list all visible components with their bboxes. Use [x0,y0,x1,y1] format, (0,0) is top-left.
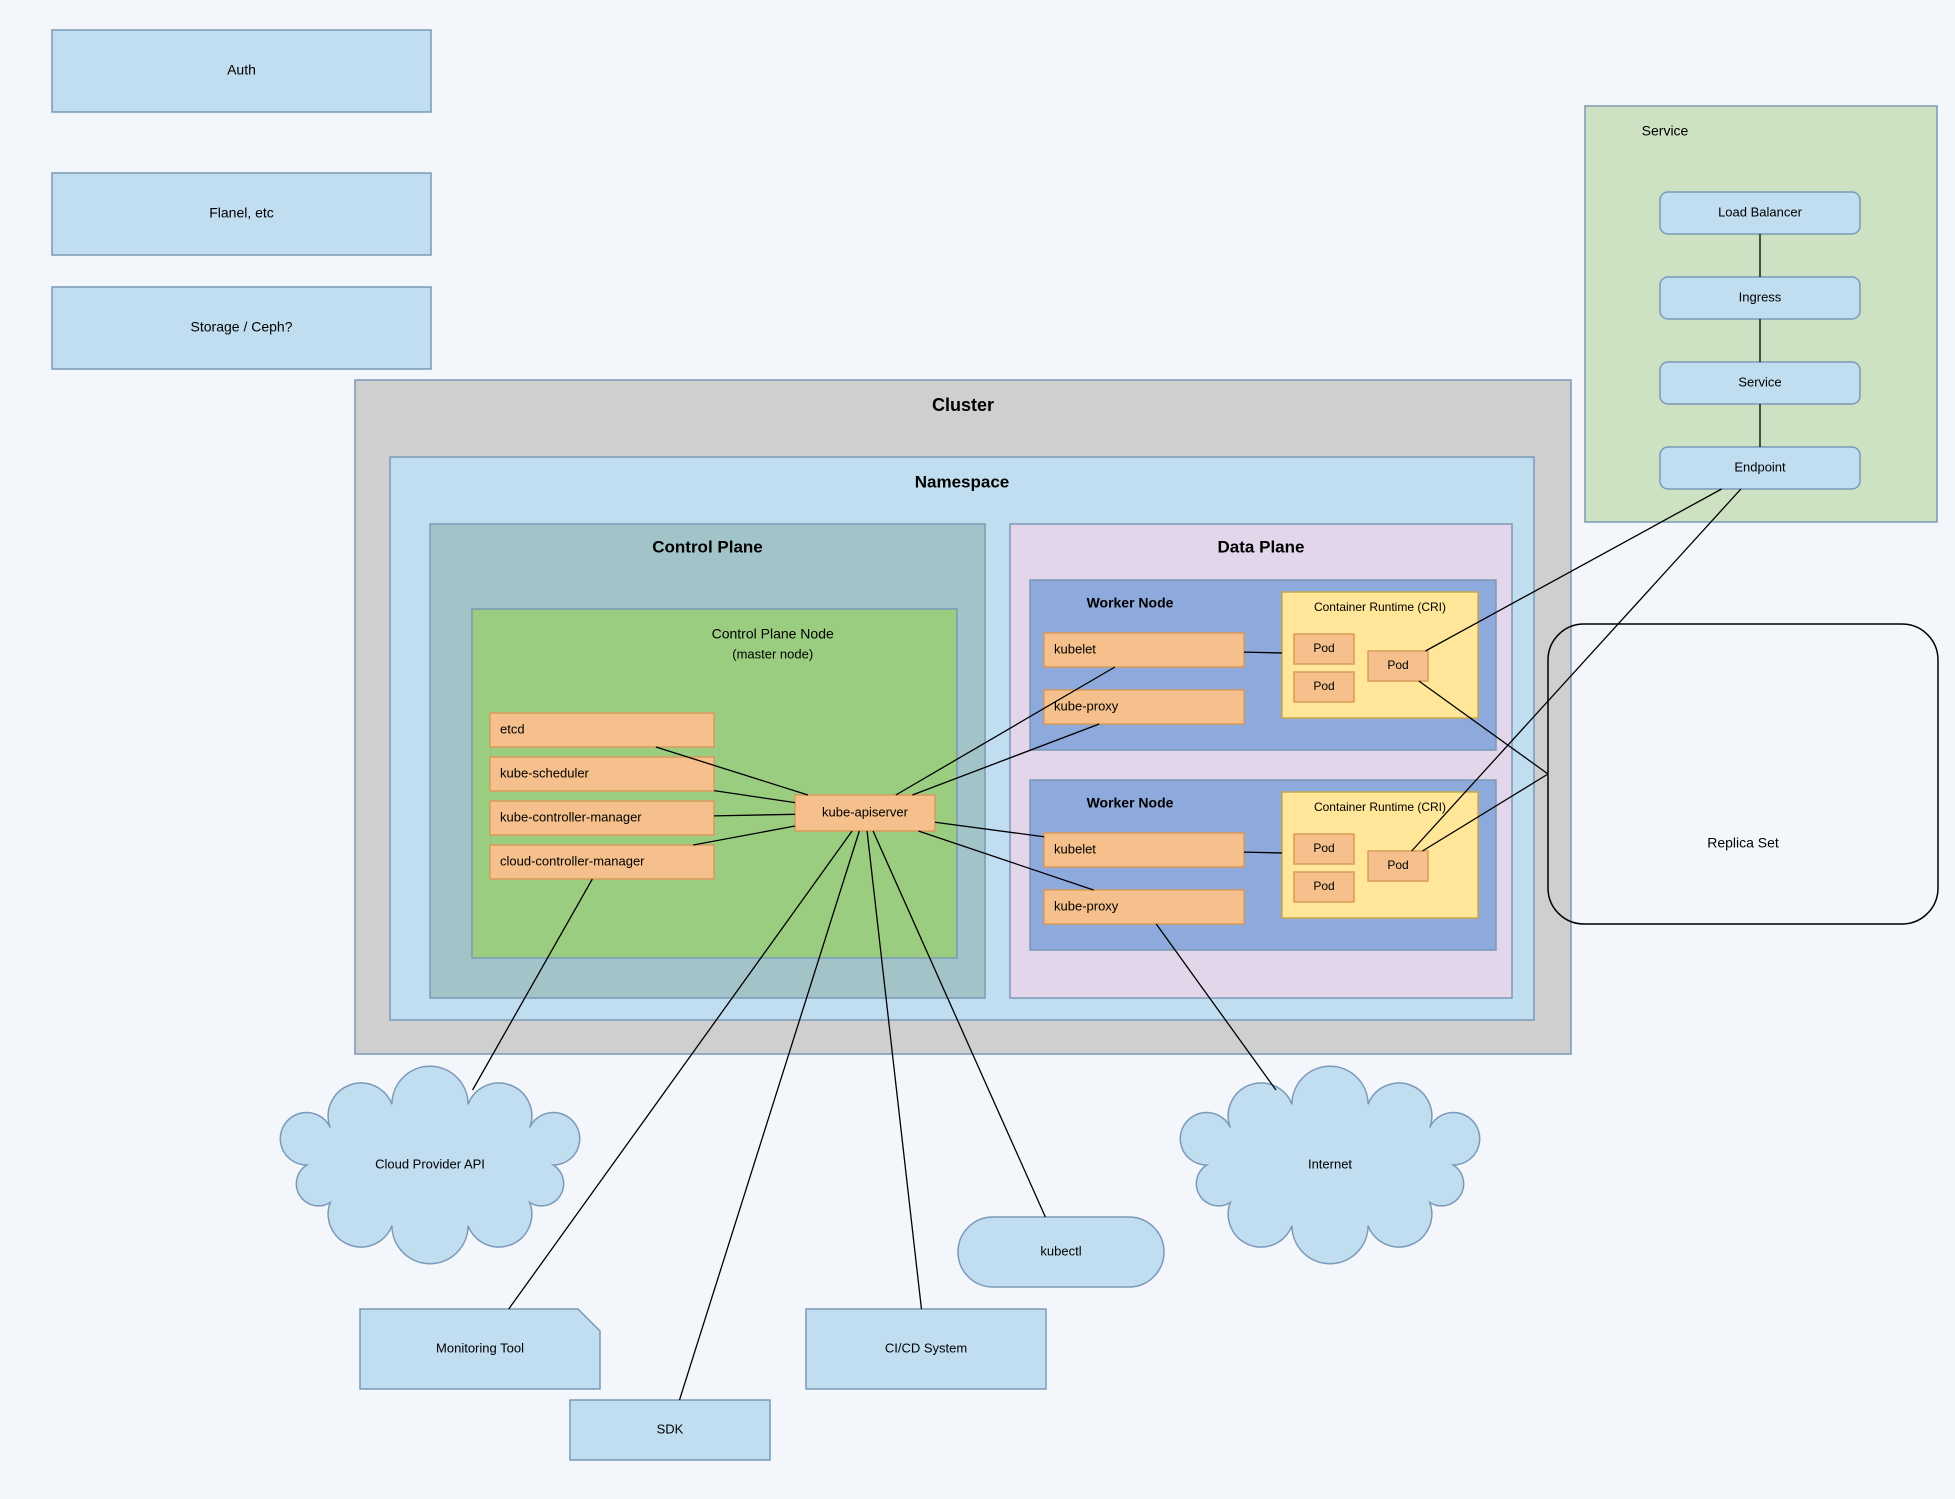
wn-item-label-kproxy1: kube-proxy [1054,698,1119,713]
ext-label-montool: Monitoring Tool [436,1340,524,1355]
pod-label: Pod [1387,658,1408,672]
data-plane-title: Data Plane [1218,537,1305,556]
label-auth: Auth [227,62,256,78]
cp-node-subtitle: (master node) [732,646,813,661]
edge [1244,652,1282,653]
pod-label: Pod [1313,641,1334,655]
pod-label: Pod [1313,679,1334,693]
cluster-title: Cluster [932,395,994,415]
cp-comp-label-ccm: cloud-controller-manager [500,853,645,868]
cp-comp-label-etcd: etcd [500,721,525,736]
svc-item-label-ep: Endpoint [1734,459,1786,474]
cp-comp-label-sched: kube-scheduler [500,765,590,780]
label-storage: Storage / Ceph? [191,319,293,335]
ext-label-cicd: CI/CD System [885,1340,967,1355]
cp-node-title: Control Plane Node [712,626,834,642]
service-group-title: Service [1642,123,1689,139]
namespace-title: Namespace [915,472,1010,491]
architecture-diagram: Auth Flanel, etc Storage / Ceph? Cluster Nam… [0,0,1955,1494]
wn-item-label-kubelet2: kubelet [1054,841,1096,856]
svc-item-label-lb: Load Balancer [1718,204,1803,219]
pod-label: Pod [1313,841,1334,855]
worker-node-title: Worker Node [1087,595,1174,611]
replica-set-label: Replica Set [1707,835,1779,851]
wn-item-label-kubelet1: kubelet [1054,641,1096,656]
cri-title: Container Runtime (CRI) [1314,600,1446,614]
svc-item-label-svc: Service [1738,374,1781,389]
cp-comp-label-kcm: kube-controller-manager [500,809,642,824]
wn-item-label-kproxy2: kube-proxy [1054,898,1119,913]
cri-title: Container Runtime (CRI) [1314,800,1446,814]
pod-label: Pod [1387,858,1408,872]
control-plane-title: Control Plane [652,537,763,556]
ext-label-kubectl: kubectl [1040,1243,1081,1258]
edge [1244,852,1282,853]
replica-set-box [1548,624,1938,924]
label-flanel: Flanel, etc [209,205,274,221]
kube-apiserver-label: kube-apiserver [822,804,909,819]
pod-label: Pod [1313,879,1334,893]
svc-item-label-ingress: Ingress [1739,289,1782,304]
cloud-label-internet: Internet [1308,1156,1352,1171]
worker-node-title: Worker Node [1087,795,1174,811]
ext-label-sdk: SDK [657,1421,684,1436]
cloud-label-cloudapi: Cloud Provider API [375,1156,485,1171]
